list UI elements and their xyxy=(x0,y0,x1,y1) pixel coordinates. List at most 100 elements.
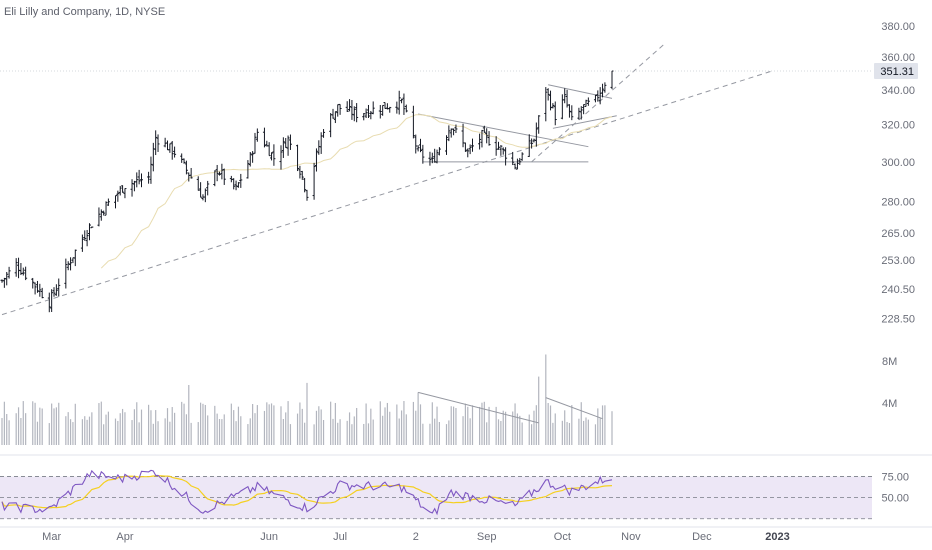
ohlc-bar xyxy=(402,93,406,115)
ohlc-bar xyxy=(69,257,73,271)
ohlc-bar xyxy=(298,165,302,179)
ohlc-bar xyxy=(364,108,368,119)
ohlc-bar xyxy=(5,271,9,286)
ohlc-bar xyxy=(586,97,590,106)
ohlc-bar xyxy=(338,103,342,115)
ohlc-bar xyxy=(601,83,605,98)
ohlc-bar xyxy=(187,172,191,182)
ohlc-bar xyxy=(366,104,370,118)
ohlc-bar xyxy=(31,277,35,289)
ohlc-bar xyxy=(480,129,484,148)
volume-tick-label: 4M xyxy=(882,398,897,410)
rsi-line xyxy=(1,469,613,516)
ohlc-bar xyxy=(54,284,58,296)
ohlc-bar xyxy=(468,144,472,155)
ohlc-bar xyxy=(97,207,101,227)
ohlc-bar xyxy=(149,156,153,184)
ohlc-bar xyxy=(478,133,482,150)
ohlc-bar xyxy=(433,148,437,163)
ohlc-bar xyxy=(593,94,597,103)
ohlc-bar xyxy=(400,98,404,104)
volume-trendline-0 xyxy=(418,391,539,424)
ohlc-bar xyxy=(336,104,340,117)
ohlc-bar xyxy=(251,151,255,163)
ohlc-bar xyxy=(447,125,451,142)
ohlc-bar xyxy=(582,104,586,115)
time-tick-label: Sep xyxy=(477,531,497,543)
ohlc-bar xyxy=(279,145,283,170)
ohlc-bar xyxy=(345,101,349,112)
ohlc-bar xyxy=(14,258,18,277)
ohlc-bar xyxy=(236,182,240,188)
price-tick-label: 228.50 xyxy=(881,313,915,325)
ohlc-bar xyxy=(395,101,399,114)
ohlc-bar xyxy=(220,163,224,180)
price-tick-label: 360.00 xyxy=(881,52,915,64)
rsi-ma-line xyxy=(1,474,613,509)
ohlc-bar xyxy=(180,153,184,163)
ohlc-bar xyxy=(73,249,77,267)
ohlc-bar xyxy=(154,130,158,156)
ohlc-bar xyxy=(322,129,326,138)
ohlc-bar xyxy=(567,104,571,118)
ohlc-bar xyxy=(121,185,125,193)
ohlc-bar xyxy=(118,185,122,196)
ohlc-bar xyxy=(449,128,453,138)
ohlc-bar xyxy=(487,131,491,146)
rsi-tick-label: 75.00 xyxy=(881,472,909,484)
ohlc-bar xyxy=(47,292,51,313)
ohlc-bar xyxy=(213,170,217,187)
ohlc-bar xyxy=(215,164,219,182)
ohlc-bar xyxy=(579,106,583,120)
ohlc-bar xyxy=(222,168,226,185)
volume-tick-label: 8M xyxy=(882,356,897,368)
ohlc-bar xyxy=(52,287,56,297)
ohlc-bar xyxy=(551,103,555,109)
trendline-2 xyxy=(418,113,589,148)
ohlc-bar xyxy=(199,182,203,198)
ohlc-bar xyxy=(435,149,439,164)
ohlc-bar xyxy=(494,136,498,156)
ohlc-bar xyxy=(584,99,588,107)
ohlc-bar xyxy=(267,142,271,157)
ohlc-bar xyxy=(454,124,458,134)
price-tick-label: 253.00 xyxy=(881,255,915,267)
ohlc-bar xyxy=(184,160,188,175)
ohlc-bar xyxy=(206,180,210,196)
ohlc-bar xyxy=(168,143,172,153)
ohlc-bar xyxy=(87,223,91,241)
ohlc-bar xyxy=(444,135,448,155)
price-tick-label: 300.00 xyxy=(881,157,915,169)
ohlc-bar xyxy=(596,90,600,102)
ohlc-bar xyxy=(577,107,581,120)
time-tick-label: 2 xyxy=(413,531,419,543)
ohlc-bar xyxy=(248,152,252,167)
ohlc-bar xyxy=(106,198,110,206)
ohlc-bar xyxy=(246,160,250,179)
ohlc-bar xyxy=(317,140,321,155)
ohlc-bar xyxy=(163,137,167,148)
trendline-4 xyxy=(548,84,613,99)
ohlc-bar xyxy=(421,144,425,164)
ohlc-bar xyxy=(281,137,285,158)
ohlc-bar xyxy=(270,152,274,161)
price-tick-label: 320.00 xyxy=(881,120,915,132)
price-tick-label: 280.00 xyxy=(881,197,915,209)
price-tick-label: 265.00 xyxy=(881,228,915,240)
ohlc-bar xyxy=(553,101,557,126)
ohlc-bar xyxy=(416,145,420,152)
ohlc-bar xyxy=(50,289,54,312)
ohlc-bar xyxy=(603,82,607,93)
ohlc-bar xyxy=(182,158,186,164)
last-price-badge xyxy=(874,63,918,80)
ohlc-bar xyxy=(40,287,44,299)
ohlc-bar xyxy=(2,277,6,288)
ohlc-bar xyxy=(371,101,375,115)
ohlc-bar xyxy=(428,151,432,166)
ohlc-bar xyxy=(57,278,61,297)
ohlc-bar xyxy=(284,138,288,148)
ohlc-bar xyxy=(296,144,300,172)
ohlc-bar xyxy=(189,167,193,179)
ohlc-bar xyxy=(288,134,292,150)
